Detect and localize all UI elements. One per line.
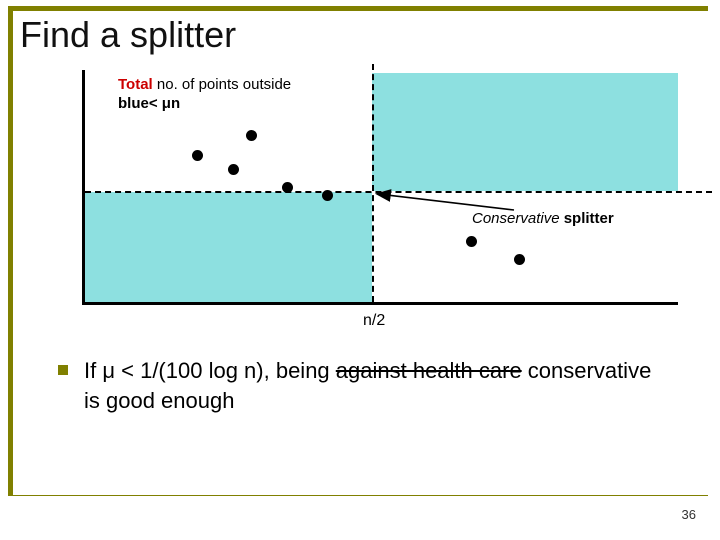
frame-top-border xyxy=(8,6,708,11)
bullet-item: If μ < 1/(100 log n), being against heal… xyxy=(58,356,668,415)
top-label-mu: < μn xyxy=(149,95,180,112)
axis-n-over-2: n/2 xyxy=(363,312,385,330)
chart-area: Total no. of points outside blue< μn Con… xyxy=(82,70,678,305)
top-label-rest1: no. of points outside xyxy=(153,76,291,93)
slide-title: Find a splitter xyxy=(20,14,242,56)
bullet-prefix: If μ < 1/(100 log n), being xyxy=(84,358,336,383)
page-number: 36 xyxy=(682,507,696,522)
top-label-blue: blue xyxy=(118,95,149,112)
bullet-square-icon xyxy=(58,365,68,375)
conservative-splitter-label: Conservative splitter xyxy=(472,210,614,227)
top-label-total: Total xyxy=(118,76,153,93)
conservative-word: Conservative xyxy=(472,210,560,227)
frame-left-border xyxy=(8,6,13,496)
bullet-text: If μ < 1/(100 log n), being against heal… xyxy=(84,356,668,415)
splitter-word: splitter xyxy=(560,210,614,227)
bullet-strike: against health care xyxy=(336,358,522,383)
top-label: Total no. of points outside blue< μn xyxy=(118,76,291,114)
frame-bottom-border xyxy=(8,495,708,496)
